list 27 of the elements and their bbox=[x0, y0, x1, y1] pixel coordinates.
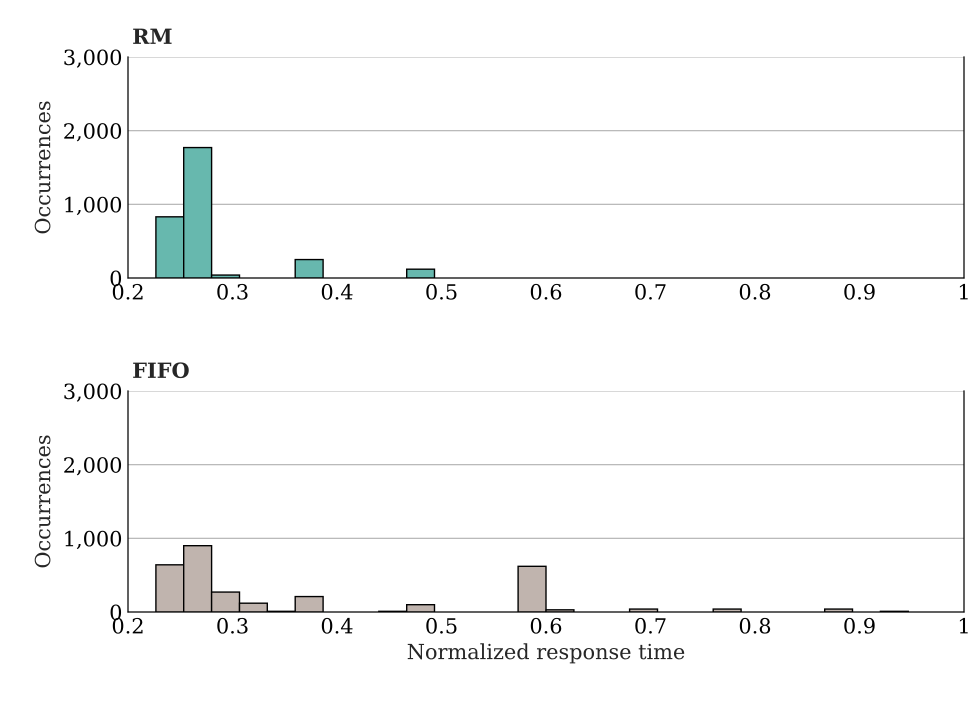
x-tick-label: 0.6 bbox=[530, 618, 562, 634]
x-tick-label: 1 bbox=[960, 618, 968, 634]
x-tick-label: 0.8 bbox=[740, 618, 770, 634]
y-tick-label: 2,000 bbox=[64, 457, 122, 476]
chart-title: RM bbox=[133, 28, 172, 44]
x-tick-label: 1 bbox=[960, 284, 968, 300]
x-tick-label: 0.3 bbox=[217, 284, 248, 300]
x-tick-label: 0.7 bbox=[635, 284, 666, 300]
y-tick-label: 2,000 bbox=[64, 123, 122, 142]
y-axis-title: Occurrences bbox=[34, 101, 50, 234]
x-tick-label: 0.5 bbox=[426, 284, 456, 300]
y-tick-label: 3,000 bbox=[64, 49, 122, 68]
x-tick-label: 0.7 bbox=[635, 618, 666, 634]
x-tick-label: 0.9 bbox=[844, 284, 875, 300]
y-axis-title: Occurrences bbox=[34, 435, 50, 568]
x-tick-label: 0.8 bbox=[740, 284, 770, 300]
x-tick-label: 0.4 bbox=[322, 284, 353, 300]
x-tick-label: 0.9 bbox=[844, 618, 875, 634]
chart-title: FIFO bbox=[133, 362, 189, 378]
x-tick-label: 0.5 bbox=[426, 618, 456, 634]
x-axis-title: Normalized response time bbox=[408, 643, 684, 664]
x-tick-label: 0.6 bbox=[530, 284, 562, 300]
y-tick-label: 1,000 bbox=[65, 530, 122, 550]
x-tick-label: 0.4 bbox=[322, 618, 353, 634]
y-tick-label: 3,000 bbox=[64, 383, 122, 402]
x-tick-label: 0.3 bbox=[217, 618, 248, 634]
y-tick-label: 1,000 bbox=[65, 196, 122, 216]
